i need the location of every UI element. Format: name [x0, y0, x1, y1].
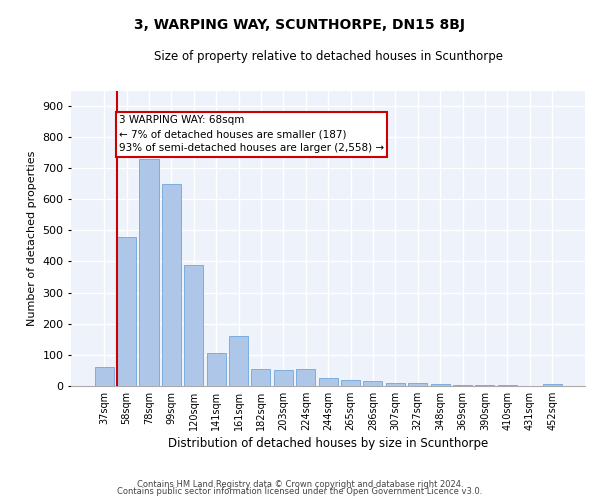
Bar: [139, 159, 158, 386]
Bar: [475, 385, 494, 386]
Bar: [453, 385, 472, 386]
Bar: [117, 236, 136, 386]
Bar: [274, 370, 293, 386]
Bar: [296, 368, 315, 386]
Text: 3 WARPING WAY: 68sqm
← 7% of detached houses are smaller (187)
93% of semi-detac: 3 WARPING WAY: 68sqm ← 7% of detached ho…: [119, 116, 384, 154]
Bar: [162, 184, 181, 386]
Bar: [542, 384, 562, 386]
Text: Contains public sector information licensed under the Open Government Licence v3: Contains public sector information licen…: [118, 488, 482, 496]
Bar: [251, 368, 271, 386]
Y-axis label: Number of detached properties: Number of detached properties: [27, 150, 37, 326]
Bar: [229, 336, 248, 386]
Bar: [498, 385, 517, 386]
Text: Contains HM Land Registry data © Crown copyright and database right 2024.: Contains HM Land Registry data © Crown c…: [137, 480, 463, 489]
Bar: [95, 367, 114, 386]
X-axis label: Distribution of detached houses by size in Scunthorpe: Distribution of detached houses by size …: [168, 437, 488, 450]
Bar: [431, 384, 449, 386]
Bar: [319, 378, 338, 386]
Bar: [184, 264, 203, 386]
Bar: [386, 382, 405, 386]
Text: 3, WARPING WAY, SCUNTHORPE, DN15 8BJ: 3, WARPING WAY, SCUNTHORPE, DN15 8BJ: [134, 18, 466, 32]
Bar: [408, 384, 427, 386]
Bar: [206, 353, 226, 386]
Title: Size of property relative to detached houses in Scunthorpe: Size of property relative to detached ho…: [154, 50, 503, 63]
Bar: [364, 381, 382, 386]
Bar: [341, 380, 360, 386]
